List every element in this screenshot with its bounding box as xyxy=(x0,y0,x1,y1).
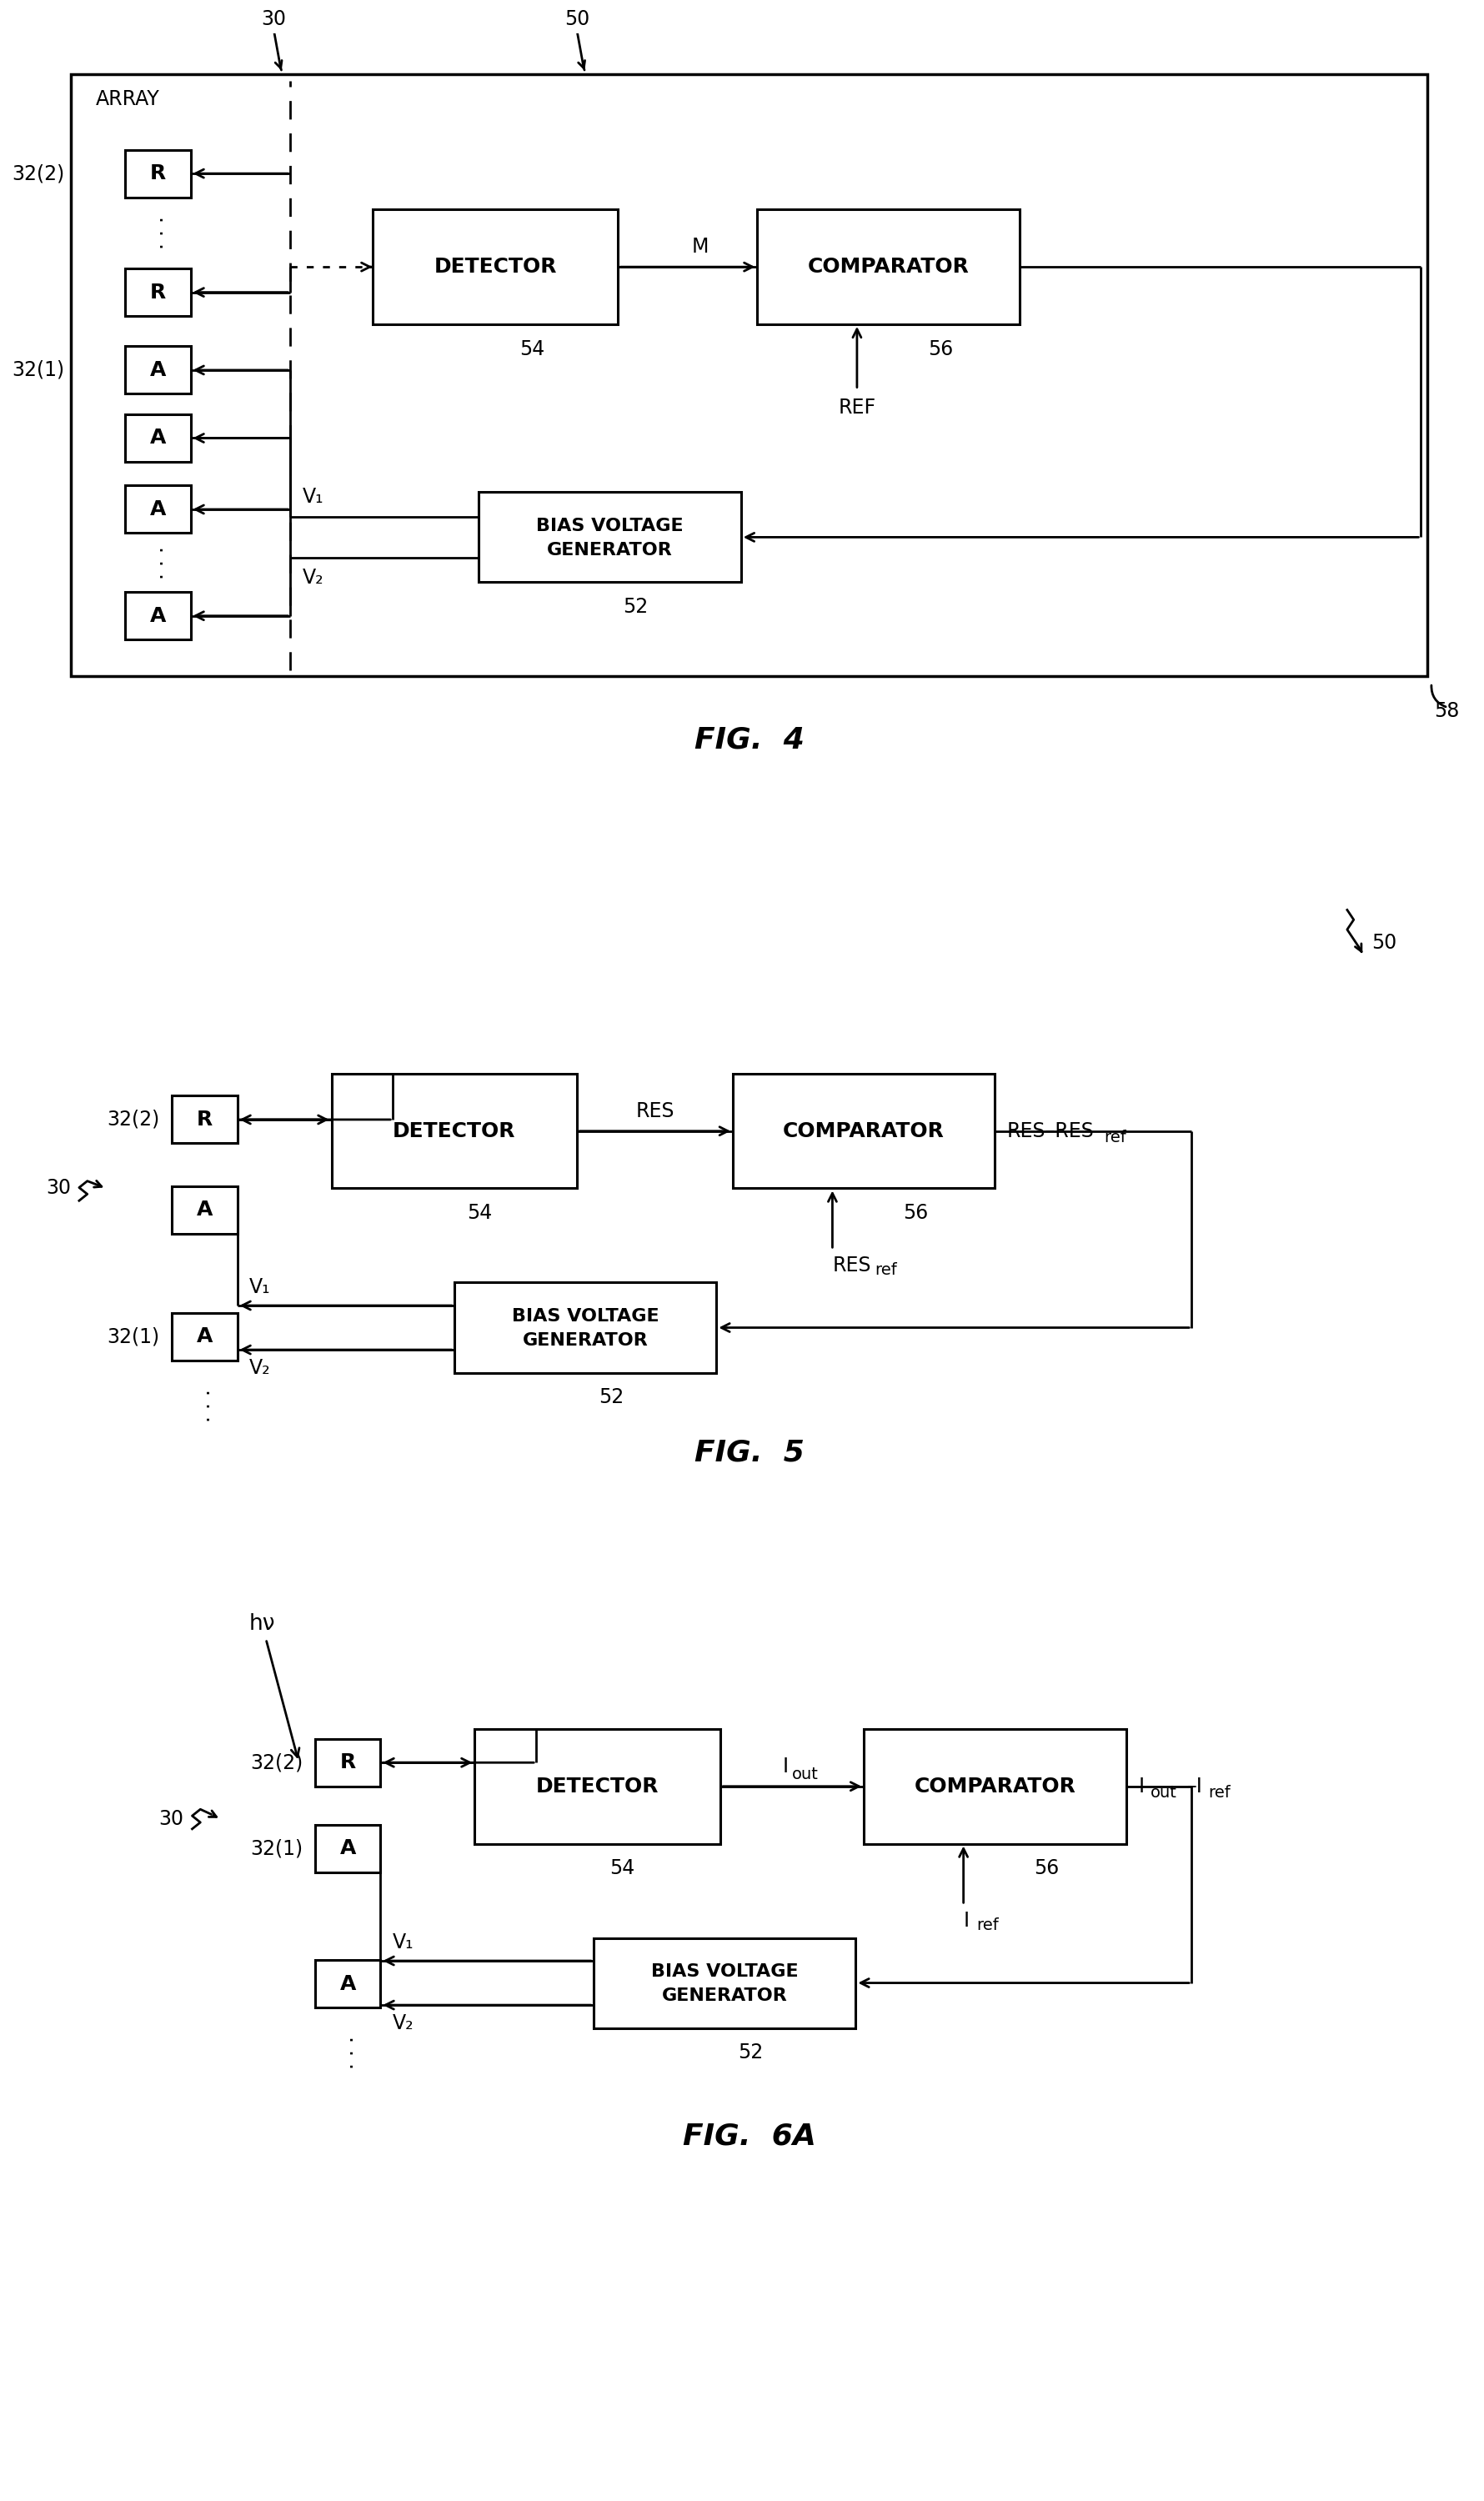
Text: FIG.  6A: FIG. 6A xyxy=(683,2123,815,2151)
Text: DETECTOR: DETECTOR xyxy=(393,1120,515,1140)
Text: V₂: V₂ xyxy=(393,2013,414,2033)
Text: DETECTOR: DETECTOR xyxy=(433,258,556,278)
Text: V₁: V₁ xyxy=(393,1933,414,1953)
Text: GENERATOR: GENERATOR xyxy=(662,1988,787,2003)
Text: A: A xyxy=(150,605,166,625)
Text: COMPARATOR: COMPARATOR xyxy=(914,1776,1074,1796)
Bar xyxy=(125,415,190,463)
Bar xyxy=(125,268,190,315)
Text: 30: 30 xyxy=(46,1178,71,1198)
Text: ref: ref xyxy=(1103,1130,1125,1145)
Bar xyxy=(125,150,190,198)
Text: 32(2): 32(2) xyxy=(249,1753,303,1773)
Bar xyxy=(479,493,741,583)
Text: DETECTOR: DETECTOR xyxy=(536,1776,659,1796)
Text: COMPARATOR: COMPARATOR xyxy=(807,258,969,278)
Bar xyxy=(757,210,1020,325)
Text: A: A xyxy=(196,1326,212,1346)
Text: 56: 56 xyxy=(928,340,953,360)
Bar xyxy=(733,1073,994,1188)
Text: 58: 58 xyxy=(1434,700,1459,720)
Text: . . .: . . . xyxy=(337,2036,358,2068)
Text: 56: 56 xyxy=(902,1203,928,1223)
Text: V₂: V₂ xyxy=(249,1358,270,1378)
Text: ref: ref xyxy=(874,1263,896,1278)
Text: GENERATOR: GENERATOR xyxy=(522,1333,649,1348)
Text: A: A xyxy=(150,428,166,448)
Text: out: out xyxy=(792,1766,818,1783)
Bar xyxy=(372,210,617,325)
Text: R: R xyxy=(150,283,166,303)
Bar xyxy=(172,1313,237,1361)
Text: V₁: V₁ xyxy=(303,488,324,508)
Text: BIAS VOLTAGE: BIAS VOLTAGE xyxy=(650,1963,798,1981)
Bar xyxy=(331,1073,577,1188)
Text: I: I xyxy=(963,1911,969,1931)
Text: I: I xyxy=(782,1756,788,1776)
Text: 50: 50 xyxy=(564,10,589,30)
Text: . . .: . . . xyxy=(148,215,168,250)
Text: ref: ref xyxy=(1206,1786,1230,1801)
Text: RES: RES xyxy=(635,1100,674,1120)
Text: 50: 50 xyxy=(1371,933,1396,953)
Text: 54: 54 xyxy=(610,1858,635,1878)
Bar xyxy=(125,485,190,533)
Text: 30: 30 xyxy=(159,1808,184,1828)
Bar xyxy=(125,345,190,393)
Text: . . .: . . . xyxy=(194,1388,214,1423)
Text: R: R xyxy=(340,1753,356,1773)
Text: R: R xyxy=(196,1110,212,1130)
Text: 52: 52 xyxy=(623,598,649,618)
Text: R: R xyxy=(150,163,166,183)
Text: 32(1): 32(1) xyxy=(107,1326,159,1346)
Text: A: A xyxy=(340,1838,356,1858)
Text: 32(2): 32(2) xyxy=(12,163,64,183)
Text: FIG.  4: FIG. 4 xyxy=(695,725,804,753)
Text: ref: ref xyxy=(976,1918,999,1933)
Bar xyxy=(315,1826,380,1873)
Bar xyxy=(315,1738,380,1786)
Text: RES: RES xyxy=(833,1256,871,1276)
Text: 30: 30 xyxy=(261,10,286,30)
Text: . . .: . . . xyxy=(148,545,168,580)
Text: 54: 54 xyxy=(519,340,545,360)
Text: REF: REF xyxy=(837,398,876,418)
Text: COMPARATOR: COMPARATOR xyxy=(782,1120,944,1140)
Text: –I: –I xyxy=(1187,1776,1202,1796)
Bar xyxy=(594,1938,855,2028)
Text: FIG.  5: FIG. 5 xyxy=(695,1438,804,1466)
Text: GENERATOR: GENERATOR xyxy=(546,543,672,558)
Text: 56: 56 xyxy=(1034,1858,1060,1878)
Text: 52: 52 xyxy=(738,2043,763,2063)
Text: out: out xyxy=(1150,1786,1177,1801)
Text: A: A xyxy=(340,1973,356,1993)
Bar xyxy=(125,593,190,640)
Text: 32(1): 32(1) xyxy=(12,360,64,380)
Bar xyxy=(71,75,1426,675)
Text: A: A xyxy=(196,1200,212,1220)
Text: BIAS VOLTAGE: BIAS VOLTAGE xyxy=(536,518,683,535)
Text: 32(2): 32(2) xyxy=(107,1110,159,1130)
Bar xyxy=(172,1185,237,1233)
Bar xyxy=(315,1961,380,2008)
Text: V₂: V₂ xyxy=(303,568,324,588)
Text: A: A xyxy=(150,500,166,520)
Text: A: A xyxy=(150,360,166,380)
Text: M: M xyxy=(692,238,708,258)
Bar xyxy=(172,1095,237,1143)
Text: ARRAY: ARRAY xyxy=(95,90,159,110)
Text: I: I xyxy=(1138,1776,1144,1796)
Text: RES–RES: RES–RES xyxy=(1006,1120,1094,1140)
Text: 52: 52 xyxy=(598,1388,623,1408)
Text: hν: hν xyxy=(248,1613,275,1636)
Bar xyxy=(475,1728,720,1843)
Text: 54: 54 xyxy=(466,1203,491,1223)
Text: BIAS VOLTAGE: BIAS VOLTAGE xyxy=(512,1308,659,1326)
Text: V₁: V₁ xyxy=(249,1278,270,1298)
Bar xyxy=(864,1728,1125,1843)
Text: 32(1): 32(1) xyxy=(249,1838,303,1858)
Bar xyxy=(454,1283,715,1373)
